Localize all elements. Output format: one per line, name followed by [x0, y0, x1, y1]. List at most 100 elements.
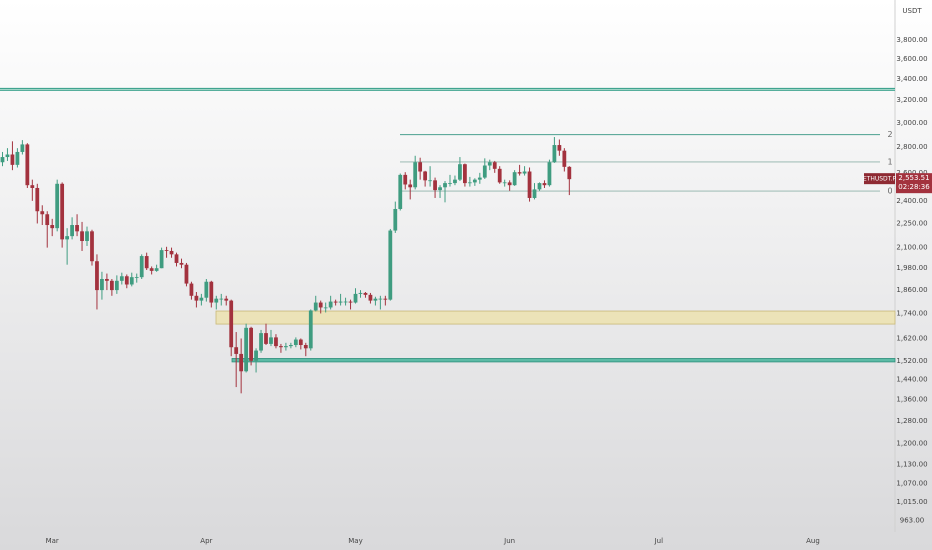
y-tick-label: 1,620.00 [896, 334, 927, 342]
candle-body [413, 162, 418, 188]
fib-level-label: 1 [887, 157, 892, 166]
candle-body [169, 250, 174, 255]
candle-body [537, 183, 542, 190]
candle-body [114, 280, 119, 291]
candle-body [55, 183, 60, 229]
y-tick-label: 2,600.00 [896, 169, 927, 177]
candle-body [194, 295, 199, 301]
symbol-box [864, 173, 895, 185]
y-tick-label: 1,015.00 [896, 498, 927, 506]
candle-body [288, 345, 293, 347]
candle-body [348, 301, 353, 303]
candle-body [438, 187, 442, 191]
y-tick-label: 1,130.00 [896, 461, 927, 469]
candle-body [139, 256, 144, 278]
candle-body [428, 180, 432, 182]
candle-body [20, 144, 25, 152]
candle-body [10, 154, 15, 165]
candle-body [383, 298, 388, 300]
candle-body [159, 250, 164, 269]
zone [231, 358, 896, 363]
fib-level-label: 2 [887, 130, 892, 139]
candle-body [95, 261, 99, 291]
candle-body [333, 301, 338, 303]
candle-body [179, 262, 184, 265]
candle-body [284, 346, 288, 348]
candle-body [174, 254, 179, 263]
countdown-label: 02:28:36 [898, 183, 930, 191]
candle-body [313, 302, 318, 311]
candle-body [214, 298, 219, 303]
candle-body [373, 298, 378, 301]
y-tick-label: 1,440.00 [896, 376, 927, 384]
candle-body [224, 298, 229, 301]
candle-body [40, 211, 45, 215]
candle-body [269, 337, 273, 344]
y-tick-label: 3,600.00 [896, 55, 927, 63]
candle-body [542, 183, 547, 186]
candle-body [562, 150, 567, 167]
candle-body [378, 298, 383, 300]
candle-body [467, 182, 472, 184]
candle-body [328, 301, 333, 308]
candle-body [393, 208, 398, 231]
y-tick-label: 1,740.00 [896, 309, 927, 317]
candle-body [532, 189, 537, 198]
candle-body [100, 278, 104, 291]
candle-body [85, 231, 89, 242]
candle-body [129, 277, 134, 285]
candle-body [219, 298, 224, 300]
candle-body [65, 236, 70, 240]
y-tick-label: 1,280.00 [896, 417, 927, 425]
candle-body [5, 154, 10, 158]
candle-body [522, 171, 527, 174]
candle-body [199, 297, 204, 301]
y-tick-label: 2,400.00 [896, 197, 927, 205]
currency-label: USDT [902, 7, 922, 15]
candle-body [234, 347, 239, 354]
candle-body [279, 346, 283, 348]
candle-body [209, 281, 214, 303]
candle-body [472, 179, 477, 183]
y-tick-label: 1,860.00 [896, 286, 927, 294]
candle-body [264, 333, 268, 344]
candle-body [298, 339, 303, 346]
candle-body [75, 225, 79, 232]
candle-body [25, 144, 30, 186]
candle-body [502, 182, 507, 184]
y-tick-label: 2,100.00 [896, 244, 927, 252]
candle-body [308, 310, 313, 349]
candle-body [45, 214, 50, 226]
candle-body [105, 278, 109, 281]
symbol-label: ETHUSDT.P [863, 176, 897, 183]
candle-body [229, 300, 234, 348]
candle-body [497, 168, 502, 183]
candle-body [443, 183, 447, 188]
candle-body [433, 180, 437, 191]
candle-body [517, 172, 522, 174]
x-tick-label: Aug [806, 537, 820, 545]
candle-body [507, 182, 512, 186]
candle-body [338, 301, 343, 303]
candle-body [204, 281, 209, 298]
candle-body [423, 171, 428, 181]
candle-body [149, 268, 154, 271]
candle-body [144, 256, 149, 269]
price-box [896, 173, 932, 194]
candle-body [189, 283, 194, 296]
candle-body [363, 292, 368, 295]
candle-body [15, 151, 20, 165]
y-tick-label: 3,800.00 [896, 36, 927, 44]
candle-body [408, 184, 413, 188]
candle-body [512, 172, 517, 186]
candle-body [482, 165, 487, 178]
candle-body [458, 164, 462, 180]
candle-body [463, 164, 467, 184]
candle-body [244, 327, 249, 372]
x-tick-label: Jul [654, 537, 664, 545]
y-tick-label: 1,980.00 [896, 264, 927, 272]
candle-body [527, 171, 532, 198]
candle-body [477, 177, 482, 180]
